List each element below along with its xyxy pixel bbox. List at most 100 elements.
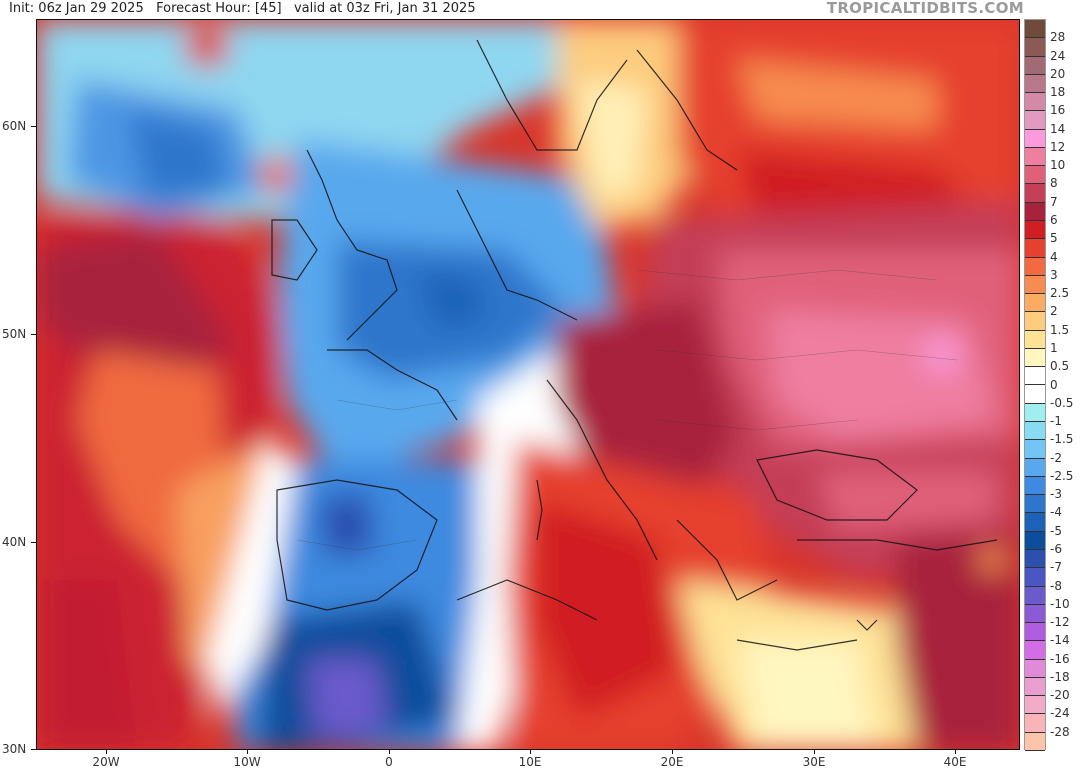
legend-swatch [1025,312,1045,331]
legend-label: -7 [1050,560,1062,575]
lat-tick-40n: 40N [2,535,27,549]
legend-label: -3 [1050,487,1062,502]
legend-swatch [1025,330,1045,349]
lat-tick-mark [31,749,36,750]
legend-label: 5 [1050,231,1058,246]
legend-label: 8 [1050,176,1058,191]
legend-label: -20 [1050,688,1070,703]
map-field [37,20,1019,749]
legend-swatch [1025,147,1045,167]
lat-tick-mark [31,126,36,127]
legend-swatch [1025,239,1045,258]
color-legend: 28 24 20 18 16 14 12 10 8 7 6 5 4 3 2.5 2 1.5 1 0.5 0 -0.5 -1… [1024,19,1080,751]
legend-label: -10 [1050,596,1070,611]
legend-label: 1.5 [1050,322,1070,337]
legend-label: 0 [1050,377,1058,392]
latitude-axis: 60N 50N 40N 30N [0,19,36,759]
legend-swatch [1025,257,1045,276]
forecast-title: Init: 06z Jan 29 2025 Forecast Hour: [45… [9,1,476,16]
legend-label: -6 [1050,541,1062,556]
legend-label: 0.5 [1050,359,1070,374]
legend-swatch [1025,74,1045,94]
anomaly-map[interactable] [36,19,1020,750]
legend-label: -2.5 [1050,468,1074,483]
legend-label: -14 [1050,633,1070,648]
legend-swatch [1025,623,1045,642]
lon-tick-mark [247,750,248,754]
legend-label: 12 [1050,139,1066,154]
lon-tick-mark [106,750,107,754]
legend-swatch [1025,549,1045,569]
legend-label: 2 [1050,304,1058,319]
legend-label: 18 [1050,85,1066,100]
legend-label: 4 [1050,249,1058,264]
lon-tick-0: 0 [385,755,393,769]
legend-label: -4 [1050,505,1062,520]
legend-label: -8 [1050,578,1062,593]
legend-label: -18 [1050,669,1070,684]
legend-swatch [1025,440,1045,459]
legend-label: 14 [1050,121,1066,136]
legend-label: 3 [1050,267,1058,282]
legend-label: 10 [1050,158,1066,173]
lon-tick-20w: 20W [92,755,120,769]
legend-swatch [1025,93,1045,112]
lat-tick-mark [31,334,36,335]
legend-label: 20 [1050,66,1066,81]
legend-label: 1 [1050,340,1058,355]
lon-tick-mark [389,750,390,754]
legend-swatch [1025,111,1045,130]
legend-label: -24 [1050,706,1070,721]
legend-label: -16 [1050,651,1070,666]
lat-tick-60n: 60N [2,119,27,133]
lat-tick-50n: 50N [2,327,27,341]
lon-tick-mark [530,750,531,754]
brand-logo[interactable]: TROPICALTIDBITS.COM [826,0,1024,17]
legend-colorbar [1024,19,1046,751]
lon-tick-mark [672,750,673,754]
legend-swatch [1025,184,1045,203]
legend-label: -1.5 [1050,432,1074,447]
lon-tick-mark [955,750,956,754]
legend-swatch [1025,714,1045,733]
legend-swatch [1025,221,1045,240]
legend-label: 7 [1050,194,1058,209]
lon-tick-10w: 10W [233,755,261,769]
legend-swatch [1025,367,1045,386]
legend-swatch [1025,696,1045,715]
legend-swatch [1025,348,1045,368]
longitude-axis: 20W 10W 0 10E 20E 30E 40E [36,750,1020,775]
legend-label: 24 [1050,48,1066,63]
legend-label: 16 [1050,103,1066,118]
legend-swatch [1025,422,1045,441]
lon-tick-30e: 30E [802,755,826,769]
legend-swatch [1025,531,1045,550]
legend-swatch [1025,56,1045,75]
legend-swatch [1025,202,1045,222]
legend-label: 2.5 [1050,286,1070,301]
lon-tick-20e: 20E [660,755,684,769]
legend-label: -12 [1050,615,1070,630]
lat-tick-mark [31,542,36,543]
legend-swatch [1025,403,1045,423]
legend-swatch [1025,677,1045,697]
legend-swatch [1025,476,1045,496]
legend-swatch [1025,166,1045,185]
legend-swatch [1025,513,1045,532]
legend-swatch [1025,38,1045,57]
legend-label: 28 [1050,30,1066,45]
lon-tick-10e: 10E [518,755,542,769]
legend-swatch [1025,641,1045,660]
header: Init: 06z Jan 29 2025 Forecast Hour: [45… [0,0,1080,20]
legend-label: -28 [1050,724,1070,739]
legend-swatch [1025,129,1045,148]
legend-swatch [1025,586,1045,605]
legend-label: 6 [1050,213,1058,228]
legend-swatch [1025,385,1045,404]
legend-swatch [1025,568,1045,587]
legend-swatch [1025,20,1045,39]
legend-swatch [1025,294,1045,313]
legend-swatch [1025,495,1045,514]
lat-tick-30n: 30N [2,742,27,756]
legend-swatch [1025,458,1045,477]
